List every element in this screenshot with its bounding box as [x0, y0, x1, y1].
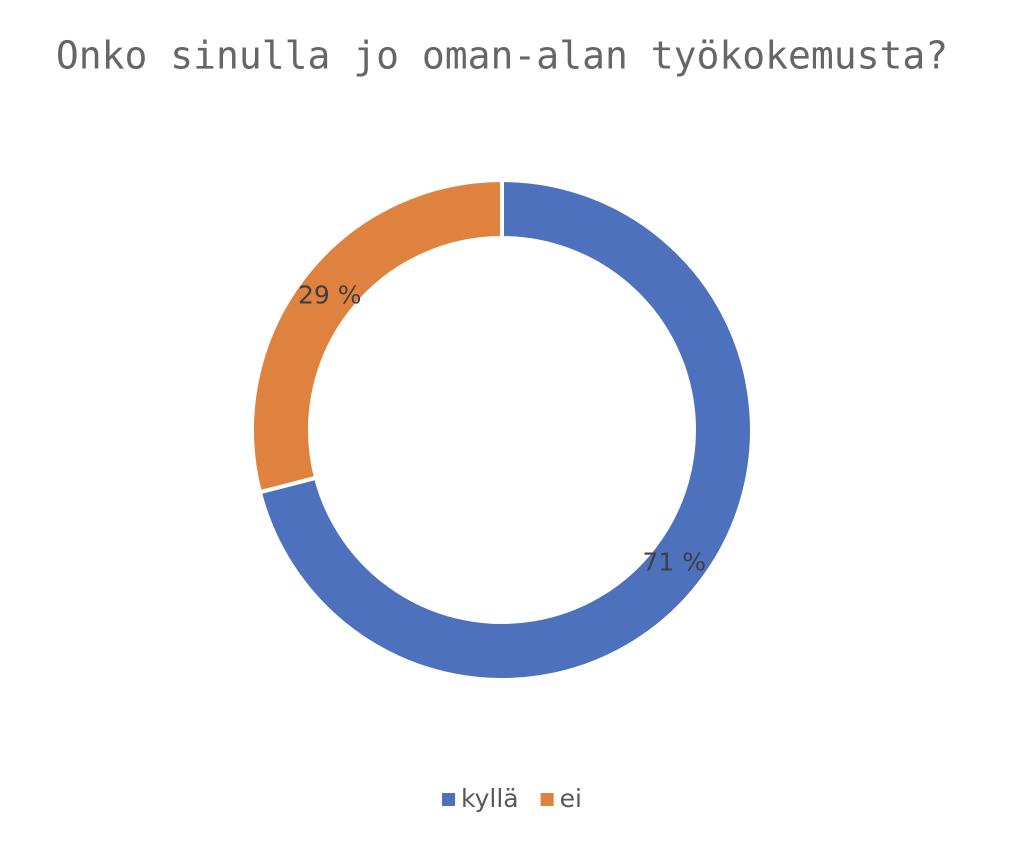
donut-slice: [250, 177, 504, 495]
legend-label: kyllä: [461, 784, 519, 813]
data-label: 71 %: [642, 548, 706, 577]
donut-slice: [257, 177, 754, 682]
data-label: 29 %: [298, 280, 362, 309]
legend-swatch: [540, 793, 554, 806]
legend-swatch: [442, 793, 456, 806]
legend-label: ei: [560, 784, 582, 813]
chart-title: Onko sinulla jo oman-alan työkokemusta?: [56, 34, 948, 78]
